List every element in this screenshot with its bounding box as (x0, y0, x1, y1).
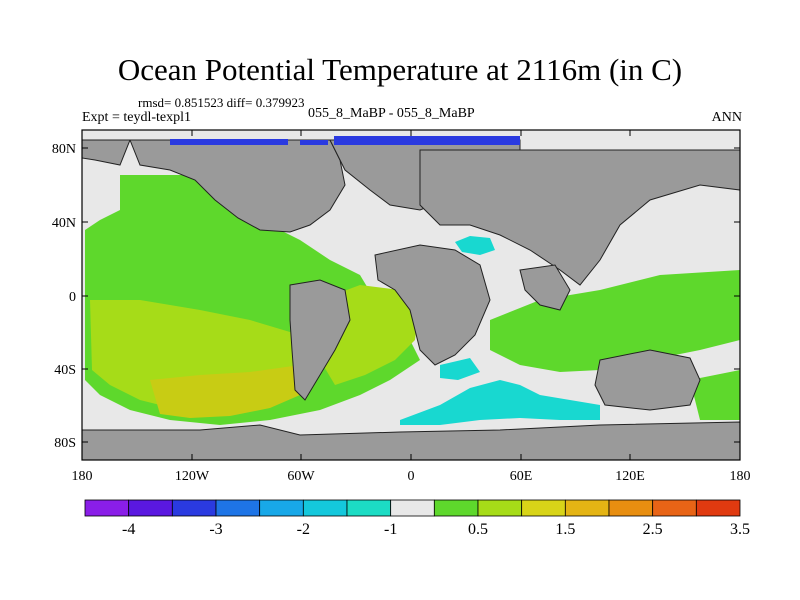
lon-tick-60e: 60E (510, 469, 533, 484)
colorbar-label: 3.5 (730, 521, 750, 538)
colorbar-swatch (346, 499, 392, 517)
map-title: Ocean Potential Temperature at 2116m (in… (117, 52, 683, 87)
lon-tick-120e: 120E (615, 469, 645, 484)
colorbar-label: -1 (384, 521, 397, 538)
mediterranean-cool-field (455, 236, 495, 255)
southern-ocean-cool-field (400, 380, 600, 425)
land-africa (374, 244, 491, 366)
colorbar-swatch (521, 499, 566, 517)
arctic-blue-strip-2 (300, 140, 328, 145)
lat-tick-40s: 40S (54, 363, 76, 378)
stats-line: rmsd= 0.851523 diff= 0.379923 (138, 95, 305, 110)
land-australia (594, 349, 701, 411)
indian-warm-field (490, 270, 740, 372)
experiment-label: Expt = teydl-texpl1 (82, 110, 191, 125)
map-panel (81, 129, 741, 461)
colorbar (84, 499, 741, 517)
south-pacific-warmest-field (150, 365, 300, 418)
land-south-america (289, 279, 351, 401)
colorbar-label: -2 (297, 521, 310, 538)
lat-tick-0: 0 (69, 290, 76, 305)
colorbar-swatch (171, 499, 217, 517)
colorbar-label: 1.5 (555, 521, 575, 538)
land-eurasia (419, 149, 741, 286)
colorbar-label: 0.5 (468, 521, 488, 538)
land-india-arabia (519, 264, 571, 311)
lat-tick-40n: 40N (52, 216, 76, 231)
land-north-america (129, 139, 346, 233)
colorbar-swatch (390, 499, 435, 517)
arctic-blue-strip-1 (170, 139, 288, 145)
colorbar-label: -4 (122, 521, 135, 538)
colorbar-swatch (652, 499, 697, 517)
colorbar-swatch (302, 499, 348, 517)
colorbar-label: 2.5 (643, 521, 663, 538)
colorbar-swatch (128, 499, 173, 517)
runs-label: 055_8_MaBP - 055_8_MaBP (308, 106, 475, 121)
colorbar-swatch (564, 499, 610, 517)
lat-axis: 80N 40N 0 40S 80S (52, 142, 740, 451)
colorbar-label: -3 (209, 521, 222, 538)
lon-tick-180e: 180 (730, 469, 751, 484)
lat-tick-80n: 80N (52, 142, 76, 157)
colorbar-swatch (215, 499, 261, 517)
lon-tick-180w: 180 (72, 469, 93, 484)
colorbar-swatch (433, 499, 479, 517)
colorbar-swatch (84, 499, 130, 517)
australia-south-field (690, 370, 740, 420)
colorbar-swatch (477, 499, 523, 517)
season-label: ANN (711, 110, 742, 125)
lon-tick-120w: 120W (175, 469, 210, 484)
colorbar-swatch (695, 499, 741, 517)
colorbar-labels: -4 -3 -2 -1 0.5 1.5 2.5 3.5 (122, 521, 750, 538)
lon-axis: 180 120W 60W 0 60E 120E 180 (72, 130, 751, 484)
lat-tick-80s: 80S (54, 436, 76, 451)
indian-cool-field (440, 358, 480, 380)
lon-tick-60w: 60W (287, 469, 315, 484)
arctic-blue-strip-3 (334, 136, 520, 145)
colorbar-swatch (259, 499, 304, 517)
lon-tick-0: 0 (408, 469, 415, 484)
land-masses (81, 139, 741, 461)
colorbar-swatch (608, 499, 654, 517)
